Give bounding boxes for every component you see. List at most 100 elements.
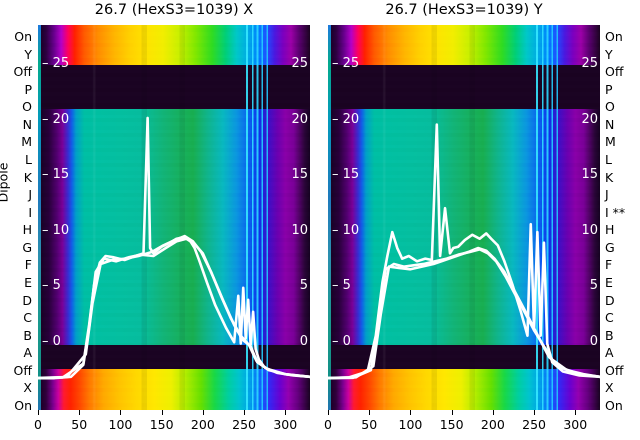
dipole-label-left-off-19: Off xyxy=(13,362,32,378)
dipole-axis-left: Dipole On Y Off P O N M L K J I H G F E D C B A Off X On xyxy=(0,25,36,413)
dipole-label-right-off-2: Off xyxy=(605,64,624,80)
dipole-label-right-c-16: C xyxy=(605,310,614,326)
ytick-label-x-right-15: 15 xyxy=(291,167,308,182)
ytick-label-x-left-0: – 0 xyxy=(42,334,61,349)
dipole-label-right-k-8: K xyxy=(605,169,614,185)
dipole-label-left-i-10: I xyxy=(28,204,32,220)
trace-overlay-y xyxy=(328,123,600,380)
ytick-label-y-right-20: 20 xyxy=(581,112,598,127)
x-tick-label-left-100: 100 xyxy=(108,417,133,432)
ytick-label-x-right-5: 5 xyxy=(299,278,308,293)
x-tick-right-50 xyxy=(369,410,371,415)
heatmap-panel-x[interactable]: – 25 – 20 – 15 – 10 – 5 – 0 25 20 15 10 … xyxy=(38,25,310,410)
dipole-label-right-e-14: E xyxy=(605,275,613,290)
ytick-label-x-left-10: – 10 xyxy=(42,223,70,238)
ytick-label-y-left-15: – 15 xyxy=(332,167,360,182)
dipole-label-right-f-13: F xyxy=(605,257,613,273)
x-tick-left-50 xyxy=(79,410,81,415)
ytick-label-y-left-10: – 10 xyxy=(332,223,360,238)
dipole-label-right-a-18: A xyxy=(605,345,614,361)
x-tick-label-left-50: 50 xyxy=(71,417,88,432)
dipole-label-left-g-12: G xyxy=(22,239,32,255)
ytick-label-x-right-20: 20 xyxy=(291,112,308,127)
x-tick-label-right-150: 150 xyxy=(439,417,464,432)
dipole-label-left-c-16: C xyxy=(23,310,32,326)
dipole-label-right-h-11: H xyxy=(605,222,615,238)
x-tick-right-100 xyxy=(410,410,412,415)
x-tick-label-left-0: 0 xyxy=(34,417,42,432)
ytick-label-y-left-5: – 5 xyxy=(332,278,351,293)
dipole-label-right-n-5: N xyxy=(605,116,615,132)
trace-y-2 xyxy=(328,248,600,380)
x-tick-label-right-200: 200 xyxy=(480,417,505,432)
x-tick-right-0 xyxy=(328,410,329,415)
x-tick-label-left-150: 150 xyxy=(149,417,174,432)
x-tick-right-300 xyxy=(575,410,577,415)
ytick-label-x-right-25: 25 xyxy=(291,56,308,71)
trace-y-3 xyxy=(328,246,600,380)
ytick-label-x-left-5: – 5 xyxy=(42,278,61,293)
dipole-label-left-on-21: On xyxy=(14,398,32,413)
dipole-label-right-g-12: G xyxy=(605,239,615,255)
ytick-label-y-left-25: – 25 xyxy=(332,56,360,71)
x-tick-left-100 xyxy=(120,410,122,415)
x-tick-right-250 xyxy=(534,410,536,415)
ytick-label-x-right-0: 0 xyxy=(299,334,308,349)
dipole-label-right-x-20: X xyxy=(605,380,614,396)
dipole-label-left-l-7: L xyxy=(25,152,32,167)
dipole-label-right-y-1: Y xyxy=(605,46,613,62)
dipole-label-left-x-20: X xyxy=(23,380,32,396)
x-tick-label-left-300: 300 xyxy=(273,417,298,432)
dipole-label-right-l-7: L xyxy=(605,152,612,167)
dipole-label-left-o-4: O xyxy=(22,99,32,115)
ytick-label-y-right-0: 0 xyxy=(589,334,598,349)
x-tick-left-200 xyxy=(202,410,204,415)
dipole-label-left-y-1: Y xyxy=(24,46,32,62)
x-tick-label-right-250: 250 xyxy=(522,417,546,432)
dipole-label-left-k-8: K xyxy=(23,169,32,185)
ytick-label-y-right-15: 15 xyxy=(581,167,598,182)
dipole-label-left-h-11: H xyxy=(22,222,32,238)
x-tick-label-left-250: 250 xyxy=(232,417,256,432)
x-tick-left-250 xyxy=(244,410,246,415)
dipole-label-right-o-4: O xyxy=(605,99,615,115)
dipole-label-right-i-10: I ** xyxy=(605,204,626,220)
dipole-label-right-b-17: B xyxy=(605,327,614,343)
dipole-label-left-a-18: A xyxy=(23,345,32,361)
panel-title-x: 26.7 (HexS3=1039) X xyxy=(94,2,254,18)
dipole-label-left-e-14: E xyxy=(24,275,32,290)
dipole-label-right-p-3: P xyxy=(605,81,613,97)
dipole-label-left-d-15: D xyxy=(22,292,32,308)
dipole-label-left-n-5: N xyxy=(22,116,32,132)
dipole-label-right-j-9: J xyxy=(605,187,609,203)
ytick-label-y-left-0: – 0 xyxy=(332,334,351,349)
dipole-label-left-m-6: M xyxy=(21,134,32,150)
ytick-label-y-left-20: – 20 xyxy=(332,112,360,127)
dipole-label-left-f-13: F xyxy=(24,257,32,273)
ytick-label-x-left-15: – 15 xyxy=(42,167,70,182)
dipole-label-left-j-9: J xyxy=(28,187,32,203)
dipole-label-right-m-6: M xyxy=(605,134,616,150)
x-tick-label-right-50: 50 xyxy=(361,417,378,432)
x-tick-right-150 xyxy=(451,410,453,415)
x-tick-label-right-300: 300 xyxy=(563,417,588,432)
trace-x-1 xyxy=(38,116,310,380)
dipole-label-left-p-3: P xyxy=(24,81,32,97)
axis-label-dipole-left: Dipole xyxy=(0,162,11,203)
ytick-label-y-right-25: 25 xyxy=(581,56,598,71)
dipole-label-right-off-19: Off xyxy=(605,362,624,378)
dipole-label-left-b-17: B xyxy=(23,327,32,343)
x-tick-right-200 xyxy=(492,410,494,415)
heatmap-panel-y[interactable]: – 25 – 20 – 15 – 10 – 5 – 0 25 20 15 10 … xyxy=(328,25,600,410)
trace-overlay-x xyxy=(38,116,310,380)
dipole-label-right-d-15: D xyxy=(605,292,615,308)
x-axis-right: 0 50 100 150 200 250 300 xyxy=(324,410,600,440)
x-axis-left: 0 50 100 150 200 250 300 xyxy=(34,410,310,440)
x-tick-left-150 xyxy=(161,410,163,415)
dipole-label-right-on-21: On xyxy=(605,398,623,413)
ytick-label-x-right-10: 10 xyxy=(291,223,308,238)
x-tick-left-300 xyxy=(285,410,287,415)
x-tick-label-right-0: 0 xyxy=(324,417,332,432)
ytick-label-x-left-20: – 20 xyxy=(42,112,70,127)
